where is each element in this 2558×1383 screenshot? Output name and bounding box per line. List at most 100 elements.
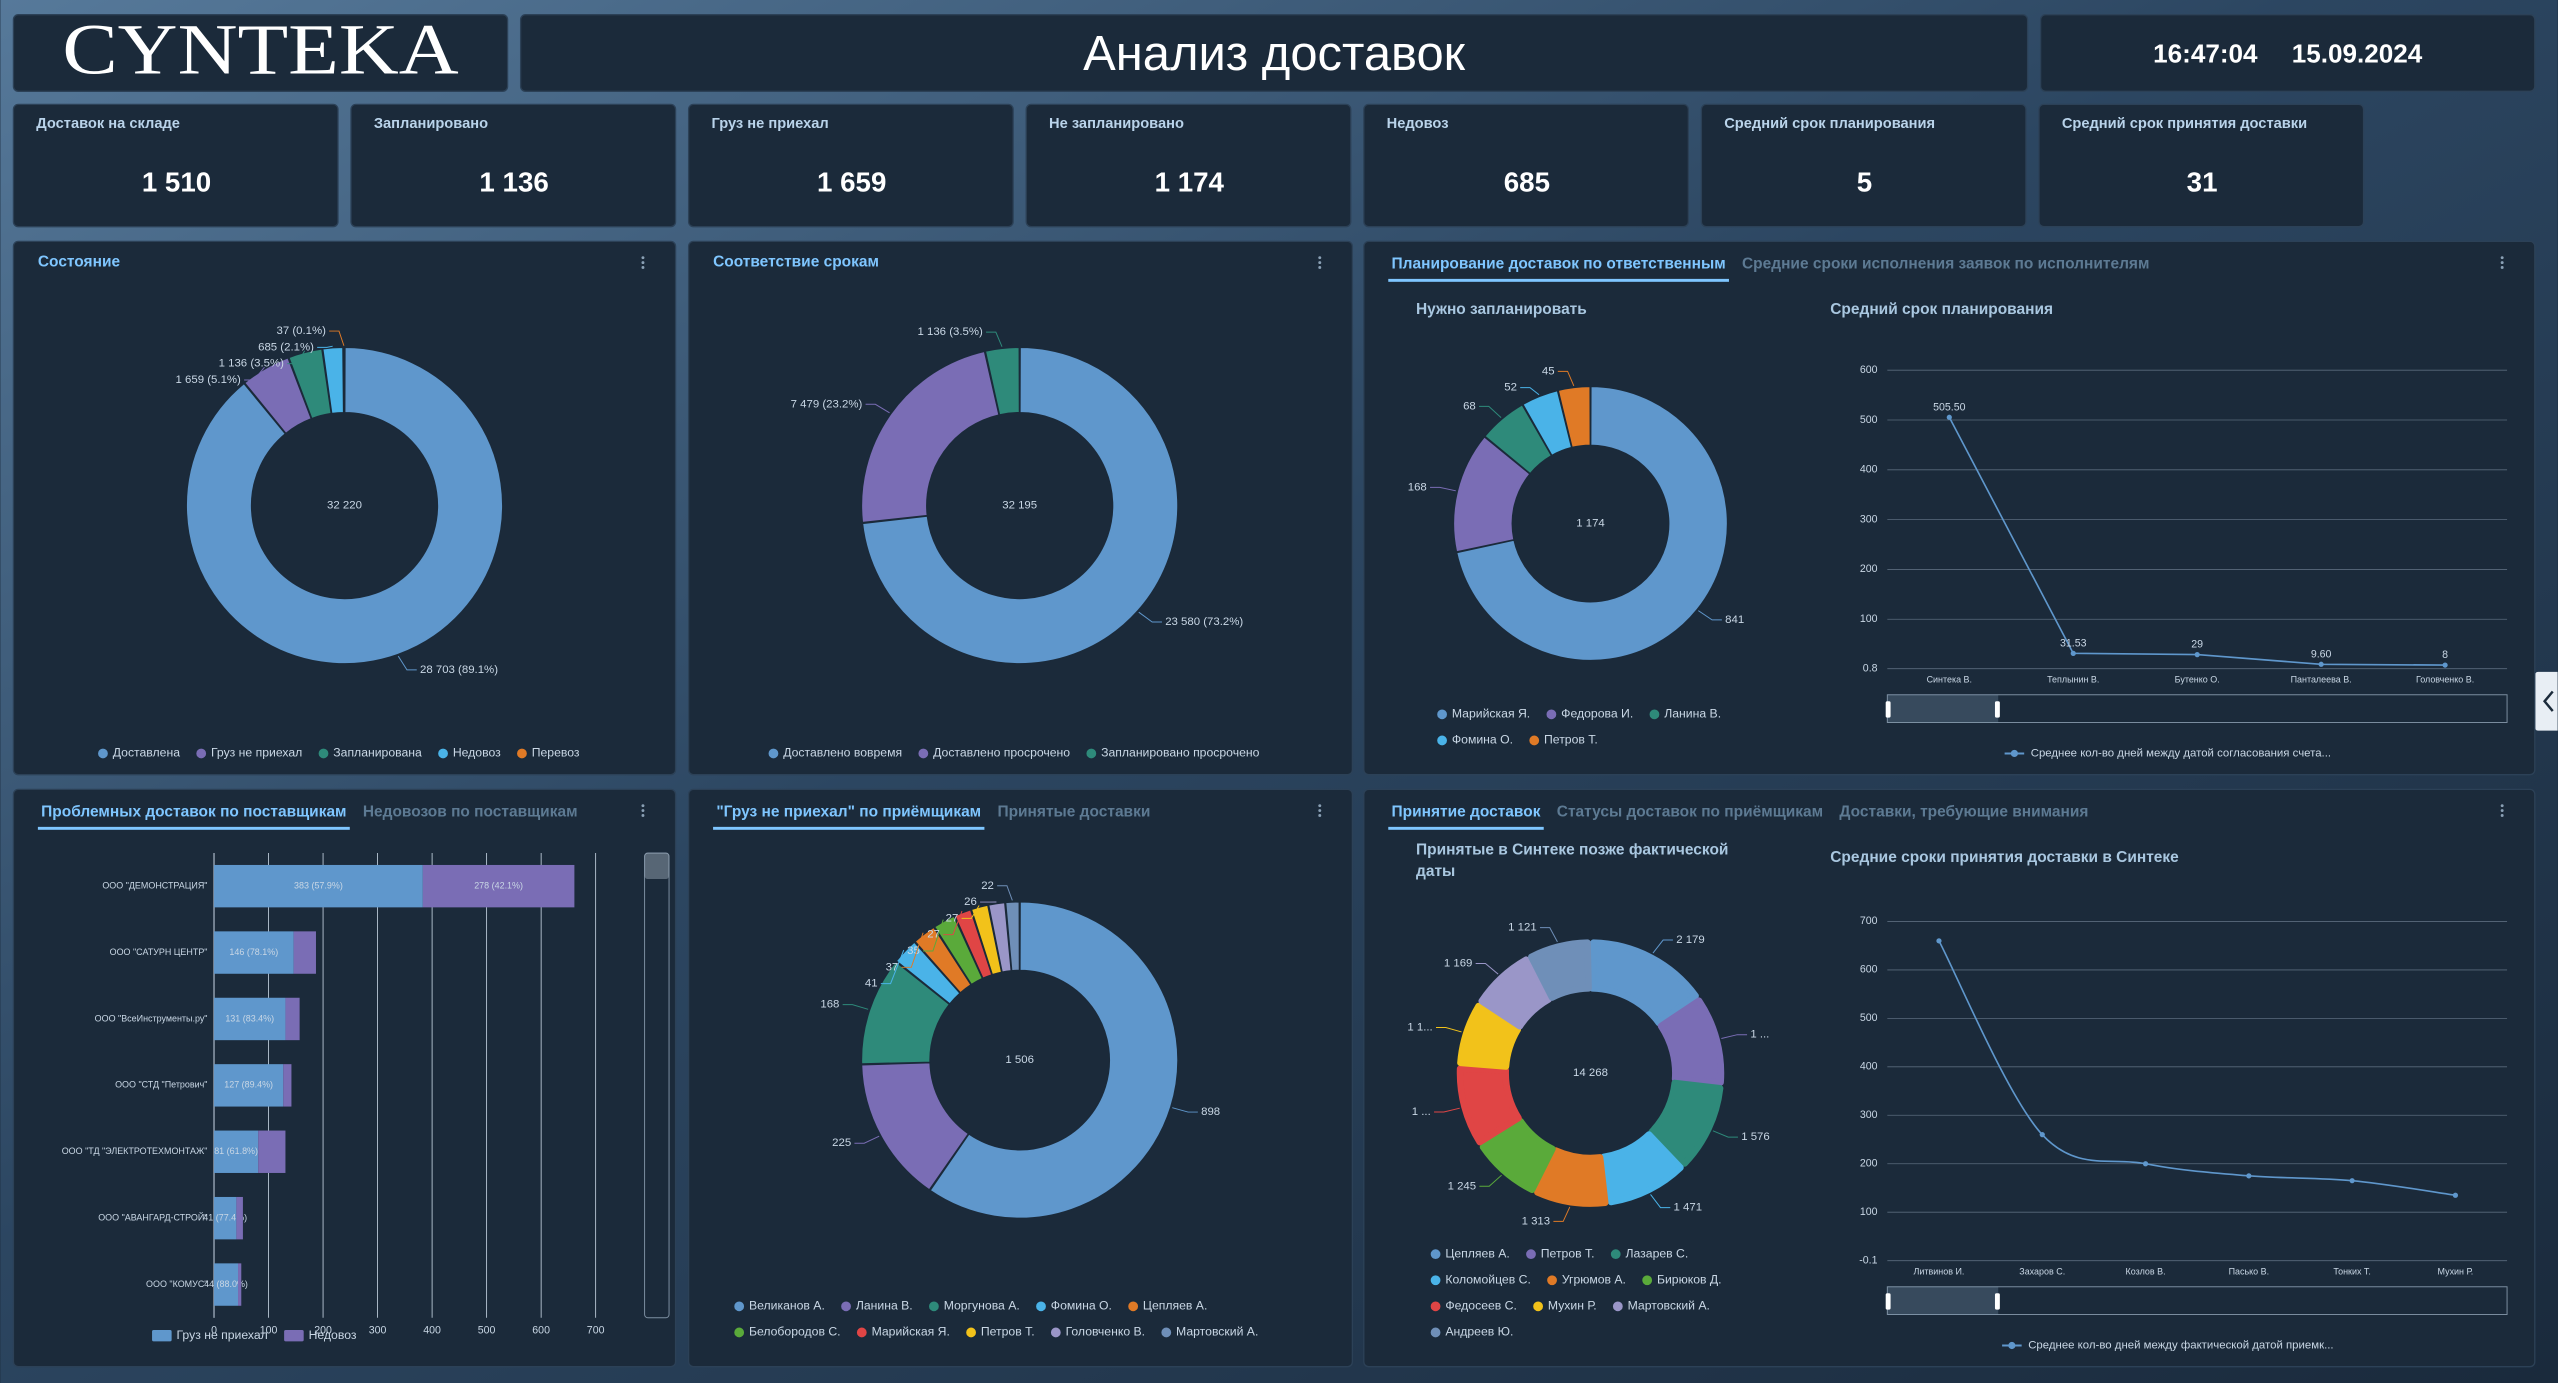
kpi-card [2038, 103, 2365, 228]
tab[interactable]: Принятие доставок [1392, 803, 1541, 820]
donut-segment [984, 346, 1021, 416]
data-label: 8 [2442, 649, 2448, 661]
data-label: 1 471 [1674, 1202, 1703, 1214]
bar-segment [214, 931, 294, 974]
tab[interactable]: Недовозов по поставщикам [363, 803, 578, 820]
x-tick-label: Синтека В. [1927, 674, 1972, 684]
menu-dot [2500, 265, 2504, 269]
panel [12, 788, 677, 1368]
label-leader [880, 949, 905, 985]
point [2246, 1173, 2252, 1179]
chart-title: Средний срок планирования [1830, 301, 2053, 318]
legend-swatch [1641, 1274, 1654, 1287]
menu-dot [641, 813, 645, 817]
label-leader [244, 366, 265, 381]
legend-label: Груз не приехал [211, 746, 302, 760]
data-label: 37 (0.1%) [276, 325, 326, 337]
donut-segment [185, 346, 504, 665]
legend-label: Мухин Р. [1548, 1299, 1597, 1313]
donut-segment [1657, 997, 1725, 1086]
zoom-window [1887, 694, 1999, 723]
data-label: 168 [1408, 481, 1427, 493]
bar-segment [293, 931, 316, 974]
legend-swatch [1429, 1300, 1442, 1313]
zoom-handle[interactable] [1994, 1293, 2000, 1310]
legend-swatch [1609, 1248, 1622, 1261]
y-tick-label: 500 [1860, 414, 1878, 426]
tab-underline [37, 826, 350, 830]
zoom-handle[interactable] [1885, 701, 1891, 718]
legend-dot [2010, 749, 2018, 758]
point [2194, 652, 2200, 658]
legend-swatch [855, 1326, 868, 1339]
y-tick-label: ООО "КОМУС" [146, 1279, 207, 1289]
tab[interactable]: Средние сроки исполнения заявок по испол… [1742, 255, 2149, 272]
legend-label: Белобородов С. [749, 1325, 841, 1339]
data-label: 127 (89.4%) [224, 1080, 273, 1090]
tab[interactable]: Статусы доставок по приёмщикам [1557, 803, 1823, 820]
zoom-handle[interactable] [1885, 1293, 1891, 1310]
legend-swatch [767, 747, 780, 760]
tab-underline [713, 826, 985, 830]
data-label: 1 245 [1448, 1180, 1477, 1192]
scroll-thumb[interactable] [644, 852, 670, 880]
tab[interactable]: Планирование доставок по ответственным [1392, 255, 1726, 272]
bar-segment [283, 1064, 292, 1107]
y-tick-label: 0.8 [1863, 662, 1878, 674]
bar-segment [258, 1130, 286, 1173]
legend-label: Петров Т. [1541, 1246, 1595, 1260]
x-tick-label: Головченко В. [2416, 674, 2474, 684]
zoom-handle[interactable] [1994, 701, 2000, 718]
x-tick-label: Козлов В. [2125, 1266, 2165, 1276]
bar-segment [214, 864, 423, 908]
data-label: 1 ... [1750, 1029, 1769, 1041]
donut-segment [1600, 1131, 1684, 1206]
legend-swatch [1429, 1326, 1442, 1339]
label-leader [1650, 1194, 1671, 1209]
menu-dot [641, 261, 645, 265]
x-tick-label: Мухин Р. [2438, 1266, 2474, 1276]
data-label: 27 [946, 912, 959, 924]
tab[interactable]: Проблемных доставок по поставщикам [41, 803, 346, 820]
label-leader [943, 910, 963, 936]
y-tick-label: ООО "ДЕМОНСТРАЦИЯ" [102, 881, 207, 891]
point [1946, 414, 1952, 420]
legend-swatch [1648, 708, 1661, 721]
y-tick-label: 500 [1860, 1012, 1878, 1024]
kpi-card [1025, 103, 1352, 228]
label-leader [329, 330, 345, 346]
donut-segment [1005, 901, 1021, 972]
donut-segment [860, 961, 951, 1065]
data-label: 1 576 [1741, 1131, 1770, 1143]
legend-label: Недовоз [453, 746, 501, 760]
y-tick-label: -0.1 [1859, 1254, 1877, 1266]
legend-swatch [1127, 1300, 1140, 1313]
kpi-value: 1 136 [479, 167, 548, 198]
legend-swatch [317, 747, 330, 760]
data-label: 23 580 (73.2%) [1165, 616, 1243, 628]
legend-label: Фомина О. [1051, 1299, 1112, 1313]
y-tick-label: 600 [1860, 364, 1878, 376]
data-label: 1 136 (3.5%) [219, 358, 285, 370]
donut-segment [1557, 385, 1591, 449]
legend-swatch [1528, 734, 1541, 747]
y-tick-label: 100 [1860, 1206, 1878, 1218]
tab[interactable]: Доставки, требующие внимания [1839, 803, 2088, 820]
menu-dot [2500, 804, 2504, 808]
legend-label: Запланировано просрочено [1101, 746, 1260, 760]
tab[interactable]: Принятые доставки [997, 803, 1150, 820]
x-tick-label: Тонких Т. [2333, 1266, 2371, 1276]
kpi-value: 1 174 [1155, 167, 1225, 198]
legend-label: Андреев Ю. [1445, 1325, 1513, 1339]
panel [687, 240, 1354, 776]
legend-label: Головченко В. [1066, 1325, 1145, 1339]
menu-dot [641, 809, 645, 813]
side-toggle[interactable] [2534, 671, 2558, 731]
data-label: 146 (78.1%) [229, 947, 278, 957]
legend-swatch [1160, 1326, 1173, 1339]
tab[interactable]: "Груз не приехал" по приёмщикам [716, 803, 981, 820]
page-title: Анализ доставок [1083, 27, 1466, 81]
legend-label: Марийская Я. [872, 1325, 950, 1339]
